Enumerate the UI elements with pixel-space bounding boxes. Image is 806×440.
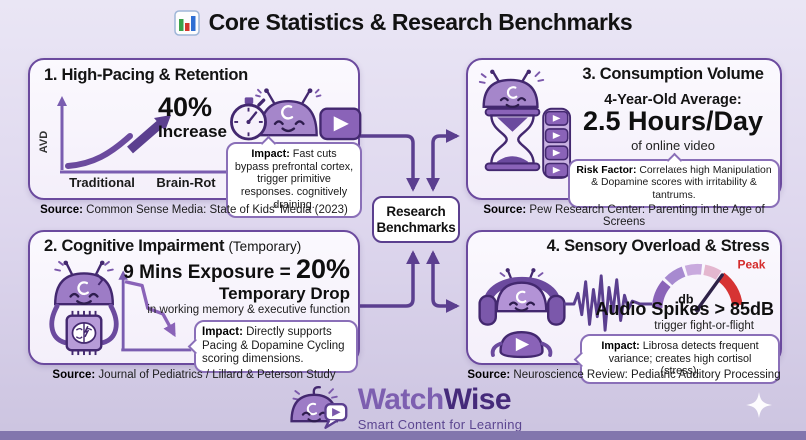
gauge-peak-label: Peak — [738, 257, 766, 271]
y-axis-label: AVD — [38, 131, 50, 153]
panel3-title: 3. Consumption Volume — [582, 65, 764, 83]
impact-label: Impact: — [601, 340, 640, 352]
impact-label: Impact: — [202, 326, 243, 338]
stat-intro: 4-Year-Old Average: — [604, 92, 742, 108]
panel2-stat-line2: Temporary Drop — [219, 284, 350, 303]
footer-brand: WatchWise Smart Content for Learning — [0, 383, 806, 433]
stat-label: Increase — [158, 122, 227, 141]
impact-label: Impact: — [251, 148, 290, 160]
watchwise-mascot-icon — [290, 385, 348, 429]
panel4-title: 4. Sensory Overload & Stress — [546, 237, 770, 255]
page-title: Core Statistics & Research Benchmarks — [208, 9, 633, 35]
panel4-stat-value: Audio Spikes > 85dB — [595, 299, 774, 319]
panel1-title: 1. High-Pacing & Retention — [44, 66, 248, 84]
stat-value: 2.5 Hours/Day — [582, 106, 764, 136]
bottom-accent-strip — [0, 431, 806, 440]
x-axis-label-brainrot: Brain-Rot — [156, 175, 216, 190]
hourglass-creature-icon — [478, 69, 572, 179]
stopwatch-creature-icon — [230, 88, 362, 141]
impact-text: Directly supports Pacing & Dopamine Cycl… — [202, 326, 345, 366]
impact-text: Fast cuts bypass prefrontal cortex, trig… — [234, 148, 354, 211]
robot-brain-chip-icon — [49, 260, 119, 356]
risk-label: Risk Factor: — [576, 165, 637, 176]
db-gauge: db Peak — [651, 257, 766, 313]
research-benchmarks-node: Research Benchmarks — [372, 196, 460, 243]
stat-value: 40% — [158, 92, 213, 122]
panel3-risk-bubble: Risk Factor: Correlates high Manipulatio… — [568, 159, 780, 208]
panel2-title: 2. Cognitive Impairment (Temporary) — [44, 237, 302, 255]
panel4-impact-bubble: Impact: Librosa detects frequent varianc… — [580, 334, 780, 385]
headphones-robot-icon — [478, 268, 566, 359]
page-header: Core Statistics & Research Benchmarks — [0, 9, 806, 36]
decline-trend-chart — [118, 270, 192, 352]
panel-consumption-volume: 3. Consumption Volume 4-Year-Old Average… — [466, 58, 782, 208]
panel-cognitive-impairment: 2. Cognitive Impairment (Temporary) — [28, 230, 360, 373]
panel1-stat: 40% Increase — [158, 92, 227, 141]
sparkle-icon — [746, 392, 772, 418]
panel2-title-note: (Temporary) — [228, 239, 302, 254]
panel2-impact-bubble: Impact: Directly supports Pacing & Dopam… — [194, 320, 358, 373]
gauge-unit-label: db — [678, 293, 694, 307]
panel2-stat-line3: in working memory & executive function — [147, 304, 350, 316]
risk-text: Correlates high Manipulation & Dopamine … — [591, 165, 772, 201]
brand-text-block: WatchWise Smart Content for Learning — [357, 382, 523, 432]
panel-high-pacing: 1. High-Pacing & Retention AVD Tradition… — [28, 58, 362, 218]
impact-text: Librosa detects frequent variance; creat… — [608, 340, 759, 378]
panel2-stat-line1: 9 Mins Exposure = 20% — [123, 254, 350, 284]
panel1-impact-bubble: Impact: Fast cuts bypass prefrontal cort… — [226, 142, 362, 218]
panel3-source: Source: Pew Research Center: Parenting i… — [483, 204, 765, 228]
brand-tagline: Smart Content for Learning — [357, 416, 523, 432]
bar-chart-icon — [173, 9, 200, 36]
panel-sensory-overload: 4. Sensory Overload & Stress — [466, 230, 782, 385]
panel4-source: Source: Neuroscience Review: Pediatric A… — [467, 369, 781, 381]
brand-name: WatchWise — [357, 382, 512, 416]
panel4-stat-sub: trigger fight-or-flight — [654, 320, 754, 332]
stat-sub: of online video — [631, 138, 715, 153]
audio-waveform-icon — [564, 274, 652, 332]
panel1-source: Source: Common Sense Media: State of Kid… — [40, 204, 348, 216]
x-axis-label-traditional: Traditional — [69, 175, 135, 190]
panel2-source: Source: Journal of Pediatrics / Lillard … — [52, 369, 336, 381]
